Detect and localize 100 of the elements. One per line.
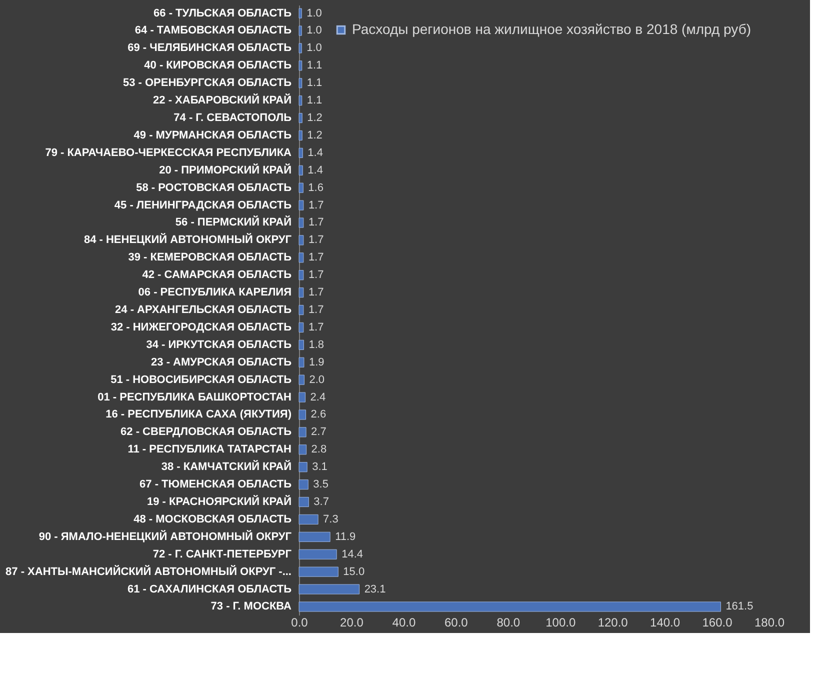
- y-tick-label: 34 - ИРКУТСКАЯ ОБЛАСТЬ: [146, 338, 292, 351]
- y-tick-label: 87 - ХАНТЫ-МАНСИЙСКИЙ АВТОНОМНЫЙ ОКРУГ -...: [6, 564, 292, 578]
- text: 1.7: [308, 234, 324, 246]
- y-tick-label: 73 - Г. МОСКВА: [210, 600, 292, 613]
- bar: [298, 148, 303, 158]
- y-tick-label: 16 - РЕСПУБЛИКА САХА (ЯКУТИЯ): [106, 408, 292, 421]
- text: 2.7: [311, 426, 326, 438]
- x-tick-label: 80.0: [496, 616, 520, 630]
- text: 1.0: [306, 7, 322, 20]
- y-tick-label: 53 - ОРЕНБУРГСКАЯ ОБЛАСТЬ: [122, 77, 292, 90]
- y-tick-label: 58 - РОСТОВСКАЯ ОБЛАСТЬ: [136, 182, 292, 194]
- bar: [298, 60, 302, 71]
- text: 1.7: [308, 321, 324, 334]
- y-tick-label: 74 - Г. СЕВАСТОПОЛЬ: [174, 112, 292, 124]
- y-tick-label: 72 - Г. САНКТ-ПЕТЕРБУРГ: [152, 548, 292, 560]
- y-tick-label: 45 - ЛЕНИНГРАДСКАЯ ОБЛАСТЬ: [114, 199, 292, 212]
- bar: [298, 130, 302, 141]
- text: 161.5: [726, 600, 754, 613]
- bar: [298, 392, 306, 402]
- x-tick-label: 120.0: [598, 616, 628, 630]
- text: 23.1: [364, 583, 386, 596]
- y-tick-label: 56 - ПЕРМСКИЙ КРАЙ: [175, 216, 292, 229]
- text: 1.1: [306, 60, 322, 72]
- y-tick-label: 06 - РЕСПУБЛИКА КАРЕЛИЯ: [138, 286, 292, 299]
- bar: [298, 165, 303, 176]
- bar: [298, 78, 302, 88]
- x-tick-label: 20.0: [340, 616, 364, 630]
- legend-label: Расходы регионов на жилищное хозяйство в 2018 (млрд руб): [352, 21, 751, 37]
- bar: [298, 602, 721, 612]
- bar: [298, 96, 302, 106]
- bar: [298, 374, 304, 385]
- bar: [298, 112, 302, 124]
- y-tick-label: 39 - КЕМЕРОВСКАЯ ОБЛАСТЬ: [128, 252, 292, 264]
- bar: [298, 218, 304, 228]
- bar: [298, 444, 307, 455]
- text: 1.7: [308, 304, 324, 316]
- text: 2.6: [310, 408, 326, 421]
- text: 1.7: [308, 269, 324, 282]
- bar: [298, 427, 306, 438]
- text: 1.7: [308, 286, 324, 299]
- y-tick-label: 61 - САХАЛИНСКАЯ ОБЛАСТЬ: [127, 583, 292, 596]
- x-tick-label: 180.0: [754, 616, 785, 630]
- bar: [298, 182, 304, 193]
- text: 1.1: [306, 94, 322, 107]
- y-tick-label: 90 - ЯМАЛО-НЕНЕЦКИЙ АВТОНОМНЫЙ ОКРУГ: [38, 530, 292, 543]
- bar: [298, 200, 304, 210]
- text: 2.0: [309, 374, 325, 386]
- text: 1.8: [308, 338, 324, 351]
- text: 1.7: [308, 252, 324, 264]
- y-tick-label: 19 - КРАСНОЯРСКИЙ КРАЙ: [147, 494, 292, 508]
- bar: [298, 410, 306, 420]
- text: 1.2: [307, 112, 322, 124]
- y-tick-label: 40 - КИРОВСКАЯ ОБЛАСТЬ: [144, 60, 292, 72]
- y-tick-label: 49 - МУРМАНСКАЯ ОБЛАСТЬ: [134, 129, 292, 142]
- bar: [298, 514, 318, 524]
- bar: [298, 304, 304, 316]
- y-tick-label: 32 - НИЖЕГОРОДСКАЯ ОБЛАСТЬ: [110, 321, 292, 334]
- text: 15.0: [343, 566, 365, 578]
- x-tick-label: 40.0: [392, 616, 416, 630]
- x-tick-label: 60.0: [444, 616, 468, 630]
- y-tick-label: 24 - АРХАНГЕЛЬСКАЯ ОБЛАСТЬ: [115, 304, 292, 316]
- x-tick-label: 140.0: [650, 616, 680, 630]
- text: 2.4: [310, 391, 326, 404]
- text: 2.8: [311, 444, 327, 456]
- text: 7.3: [323, 513, 338, 526]
- bar: [298, 532, 330, 542]
- text: 3.1: [312, 461, 328, 474]
- text: 1.6: [308, 182, 324, 194]
- y-tick-label: 69 - ЧЕЛЯБИНСКАЯ ОБЛАСТЬ: [128, 42, 292, 54]
- text: 1.7: [308, 216, 324, 229]
- text: 1.7: [308, 199, 324, 212]
- y-tick-label: 23 - АМУРСКАЯ ОБЛАСТЬ: [151, 356, 292, 368]
- y-tick-label: 22 - ХАБАРОВСКИЙ КРАЙ: [153, 94, 292, 107]
- text: 1.0: [306, 42, 322, 54]
- bar: [298, 270, 304, 280]
- text: 1.2: [307, 129, 322, 142]
- y-tick-label: 01 - РЕСПУБЛИКА БАШКОРТОСТАН: [98, 391, 292, 404]
- bar: [298, 584, 360, 594]
- bar: [298, 43, 302, 54]
- bar: [298, 566, 338, 577]
- text: 1.4: [308, 164, 323, 176]
- text: 14.4: [342, 548, 364, 560]
- y-tick-label: 79 - КАРАЧАЕВО-ЧЕРКЕССКАЯ РЕСПУБЛИКА: [45, 146, 292, 159]
- x-tick-label: 100.0: [546, 616, 576, 630]
- y-tick-label: 84 - НЕНЕЦКИЙ АВТОНОМНЫЙ ОКРУГ: [84, 233, 292, 246]
- text: 1.4: [308, 146, 323, 159]
- y-tick-label: 62 - СВЕРДЛОВСКАЯ ОБЛАСТЬ: [120, 426, 292, 438]
- text: 3.5: [313, 478, 328, 491]
- bar: [298, 479, 308, 490]
- bar: [298, 496, 309, 508]
- text: 3.7: [314, 496, 329, 508]
- bar: [298, 8, 302, 18]
- bar: [298, 287, 304, 298]
- bar: [298, 252, 304, 263]
- y-tick-label: 20 - ПРИМОРСКИЙ КРАЙ: [159, 163, 292, 176]
- text: 1.1: [306, 77, 322, 90]
- bar: [298, 26, 302, 36]
- bar: [298, 357, 304, 368]
- y-tick-label: 48 - МОСКОВСКАЯ ОБЛАСТЬ: [134, 513, 292, 526]
- text: 11.9: [335, 530, 356, 543]
